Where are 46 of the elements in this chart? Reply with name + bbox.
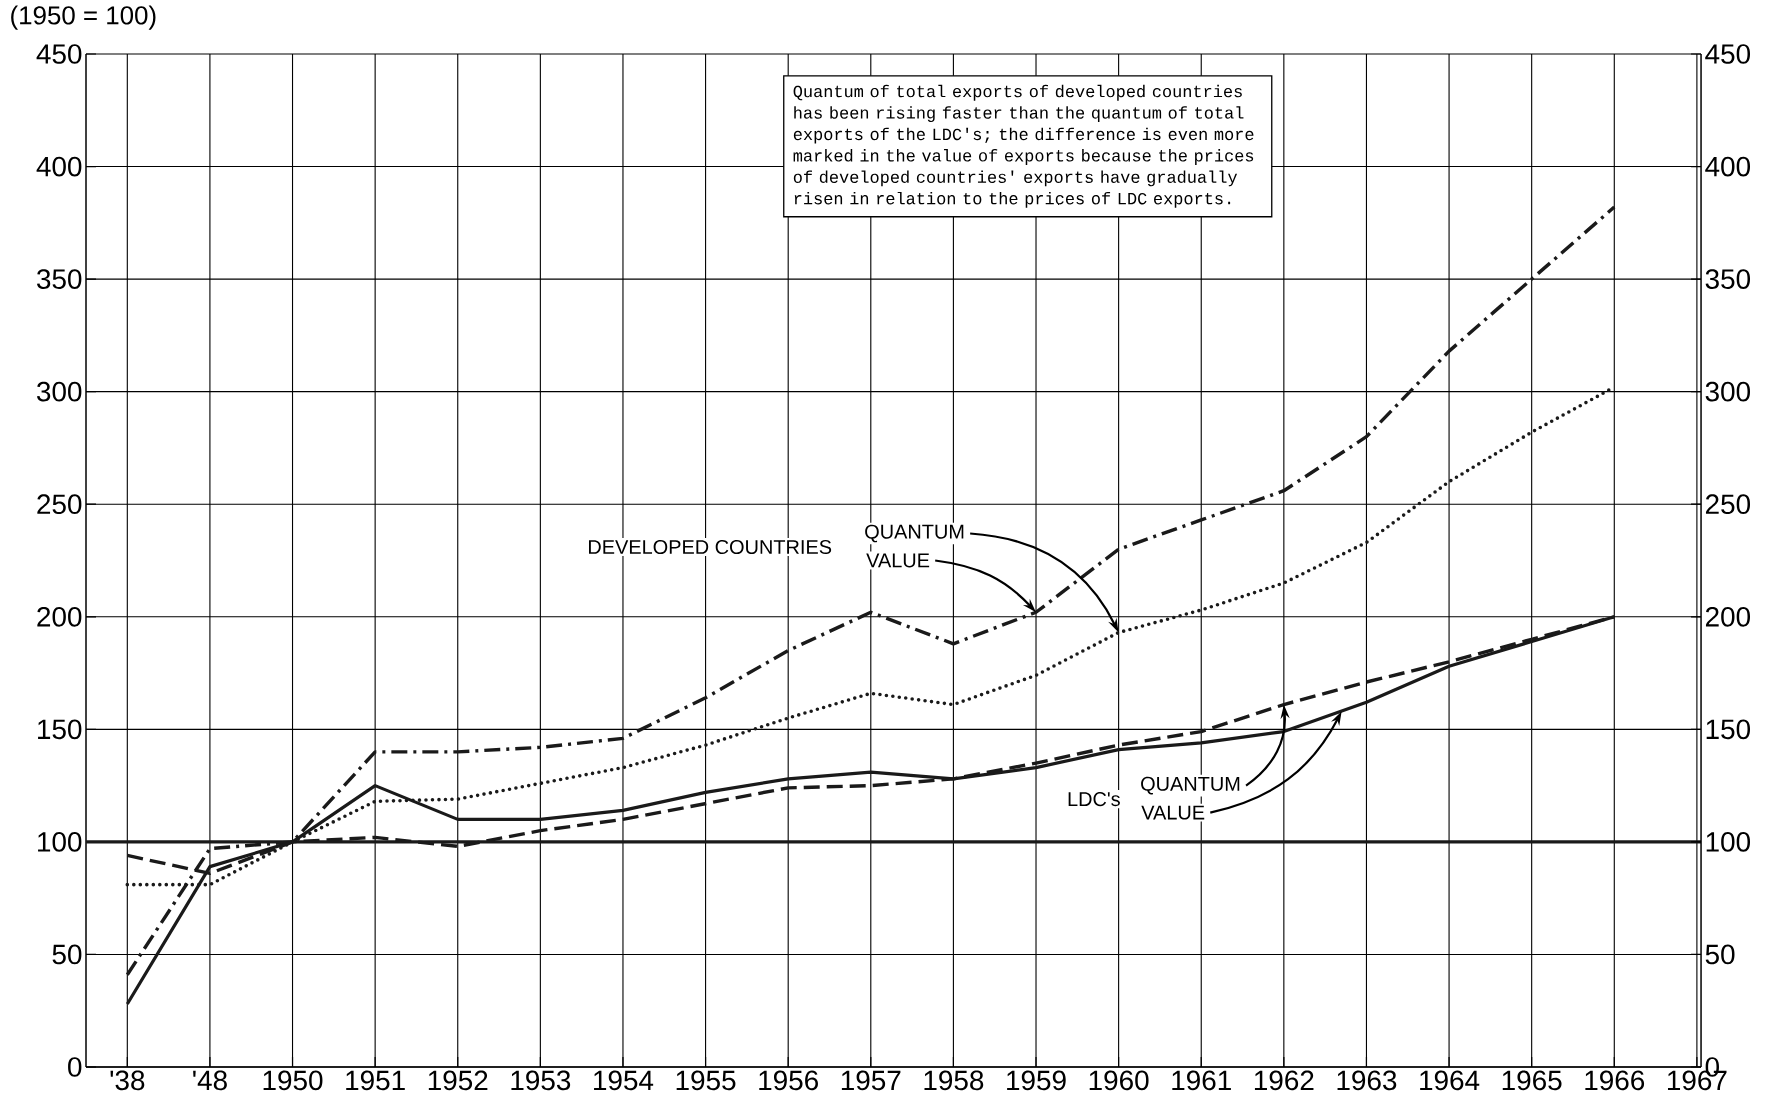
y2-tick-label: 50	[1705, 944, 1735, 965]
y-tick-label: 450	[36, 44, 82, 64]
x-tick-label: 1952	[428, 1070, 488, 1091]
annotation: LDC's	[1068, 792, 1120, 807]
annotation: VALUE	[1141, 805, 1205, 820]
x-tick-label: 1954	[594, 1070, 654, 1091]
x-tick-label: 1955	[676, 1070, 736, 1091]
y2-tick-label: 200	[1705, 606, 1751, 627]
x-tick-label: 1951	[346, 1070, 405, 1091]
x-tick-label: '48	[193, 1070, 227, 1091]
x-tick-label: 1959	[1007, 1070, 1066, 1091]
y-tick-label: 300	[37, 381, 82, 402]
x-tick-label: 1957	[841, 1070, 901, 1091]
y-tick-label: 0	[68, 1057, 82, 1077]
x-tick-label: 1963	[1337, 1070, 1397, 1091]
x-tick-label: '38	[110, 1070, 145, 1091]
x-tick-label: 1961	[1172, 1070, 1231, 1091]
y-tick-label: 200	[37, 606, 82, 627]
x-tick-label: 1962	[1254, 1070, 1314, 1091]
y-tick-label: 400	[36, 156, 82, 177]
x-tick-label: 1956	[759, 1070, 818, 1091]
x-tick-label: 1958	[924, 1070, 984, 1091]
x-tick-label: 1950	[263, 1070, 323, 1091]
x-tick-label: 1964	[1420, 1070, 1480, 1091]
y2-tick-label: 350	[1705, 269, 1751, 289]
y2-tick-label: 400	[1705, 156, 1751, 177]
y2-tick-label: 100	[1706, 832, 1751, 852]
x-tick-label: 1965	[1502, 1070, 1562, 1091]
y-axis-title: (1950 = 100)	[11, 5, 156, 30]
y2-tick-label: 150	[1706, 719, 1751, 740]
y-tick-label: 100	[38, 832, 82, 852]
y-tick-label: 50	[52, 944, 82, 965]
y2-tick-label: 300	[1705, 381, 1751, 402]
y-tick-label: 350	[37, 269, 82, 289]
annotation: QUANTUM	[865, 524, 964, 543]
annotation: DEVELOPED COUNTRIES	[589, 539, 832, 555]
y2-tick-label: 250	[1705, 494, 1751, 515]
annotation: Quantum of total exports of developed countries has been rising faster than the quantum of total exports of the LDC's; the difference is even more marked in the value of exports because the prices of developed countries' exports have gradually risen in relation to the prices of LDC exports.	[793, 84, 1254, 208]
x-tick-label: 1960	[1089, 1070, 1149, 1091]
annotation: QUANTUM	[1141, 776, 1240, 795]
x-tick-label: 1966	[1585, 1070, 1645, 1091]
y-tick-label: 150	[38, 719, 82, 740]
y-tick-label: 250	[37, 494, 82, 515]
x-tick-label: 1953	[511, 1070, 571, 1091]
y2-tick-label: 450	[1705, 44, 1751, 64]
annotation: VALUE	[866, 553, 930, 568]
